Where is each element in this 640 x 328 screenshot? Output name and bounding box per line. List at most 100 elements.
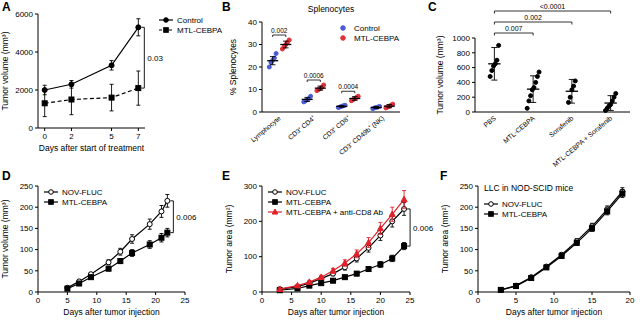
- error-bar: [343, 260, 347, 266]
- x-axis-group: 0510152025Days after tumor injection: [260, 292, 415, 317]
- y-axis-label: Tumor area (mm²): [440, 205, 450, 274]
- x-axis-group: PBSMTL-CEBPASorafenibMTL-CEBPA + Sorafen…: [475, 112, 630, 168]
- legend-label: MTL-CEBPA: [502, 210, 548, 219]
- x-tick-label: 10: [550, 296, 559, 305]
- error-bar: [148, 241, 152, 249]
- x-tick: [44, 128, 45, 131]
- y-axis-label: Tumor volume (mm³): [435, 35, 445, 114]
- y-tick-label: 50: [24, 267, 33, 276]
- error-bar: [118, 259, 122, 264]
- y-tick-label: 600: [457, 63, 471, 72]
- error-bar: [355, 272, 359, 276]
- marker: [497, 43, 501, 47]
- error-bar: [402, 243, 406, 250]
- p-value: 0.0006: [304, 72, 324, 79]
- p-value: <0.0001: [540, 3, 566, 10]
- y-axis-group: 0200040006000Tumor volume (mm³): [0, 10, 38, 133]
- marker: [106, 266, 111, 271]
- marker: [389, 211, 395, 217]
- y-tick: [259, 256, 262, 257]
- error-bar: [331, 268, 335, 273]
- x-tick-label: 15: [122, 296, 131, 305]
- marker: [106, 260, 111, 265]
- x-tick-label: 5: [109, 132, 114, 141]
- y-tick: [35, 14, 38, 15]
- marker: [402, 244, 407, 249]
- x-axis: [262, 292, 410, 293]
- x-tick: [630, 292, 631, 295]
- x-tick-label: PBS: [482, 114, 497, 128]
- y-tick-label: 200: [457, 93, 471, 102]
- x-axis: [262, 112, 400, 113]
- mean-line: [336, 106, 347, 107]
- y-tick-label: 0: [29, 288, 34, 297]
- marker: [147, 222, 152, 227]
- series-line: [67, 233, 167, 289]
- marker: [514, 283, 519, 288]
- x-tick-label: 25: [406, 296, 415, 305]
- error-bar: [387, 105, 393, 108]
- y-tick-label: 250: [460, 182, 474, 191]
- error-bar: [130, 250, 134, 257]
- y-axis-group: 050100150200250Tumor area (mm²): [440, 182, 478, 297]
- y-tick-label: 200: [20, 203, 34, 212]
- error-bar: [352, 97, 358, 101]
- legend-label: Control: [177, 16, 203, 25]
- x-axis-group: LymphocyteCD3⁺ CD4⁺CD3⁺ CD8⁺CD3⁻ CD49b⁺ …: [250, 112, 400, 157]
- y-tick: [35, 52, 38, 53]
- y-tick: [475, 186, 478, 187]
- marker: [273, 200, 278, 205]
- y-tick-label: 30: [248, 40, 257, 49]
- error-bar: [69, 84, 73, 114]
- x-tick-label: 0: [42, 132, 47, 141]
- y-tick: [259, 112, 262, 113]
- error-bar: [608, 96, 614, 111]
- error-bar: [620, 188, 624, 196]
- marker: [390, 256, 395, 261]
- marker: [136, 25, 141, 30]
- x-tick: [350, 292, 351, 295]
- error-bar: [343, 275, 347, 279]
- marker: [490, 69, 494, 73]
- series-line: [280, 199, 404, 289]
- marker: [544, 264, 549, 269]
- p-bracket: [342, 91, 355, 93]
- marker: [559, 253, 564, 258]
- y-axis-group: 0100200300Tumor area (mm²): [224, 182, 262, 297]
- y-axis: [38, 186, 39, 292]
- y-tick-label: 100: [460, 245, 474, 254]
- x-axis: [38, 128, 145, 129]
- marker: [164, 18, 169, 23]
- x-tick: [138, 128, 139, 131]
- annotation: 0.006: [176, 213, 197, 222]
- series-line: [45, 88, 139, 103]
- legend: NOV-FLUCMTL-CEBPA: [44, 188, 108, 207]
- error-bar: [544, 266, 548, 269]
- x-tick-label: 7: [136, 132, 141, 141]
- p-value: 0.007: [505, 25, 523, 32]
- y-axis-label: Tumor area (mm²): [224, 205, 234, 274]
- y-axis-label: Tumor volume (mm³): [0, 199, 10, 278]
- x-tick: [516, 292, 517, 295]
- annotation: 0.03: [147, 54, 163, 63]
- legend-label: MTL-CEBPA + anti-CD8 Ab: [286, 208, 384, 217]
- marker: [537, 70, 541, 74]
- marker: [49, 190, 54, 195]
- x-axis-group: 05101520Days after tumor injection: [476, 292, 635, 317]
- marker: [366, 267, 371, 272]
- y-tick-label: 250: [20, 182, 34, 191]
- series-line: [501, 194, 623, 290]
- y-tick: [259, 44, 262, 45]
- series-line: [501, 192, 623, 290]
- marker: [529, 94, 533, 98]
- x-tick-label: 10: [92, 296, 101, 305]
- marker: [42, 101, 47, 106]
- y-axis: [478, 186, 479, 292]
- y-tick: [259, 22, 262, 23]
- x-tick-label: CD3⁺ CD8⁺: [321, 114, 352, 141]
- x-tick: [291, 292, 292, 295]
- marker: [65, 286, 70, 291]
- marker: [614, 92, 618, 96]
- marker: [525, 106, 529, 110]
- p-value: 0.002: [271, 27, 288, 34]
